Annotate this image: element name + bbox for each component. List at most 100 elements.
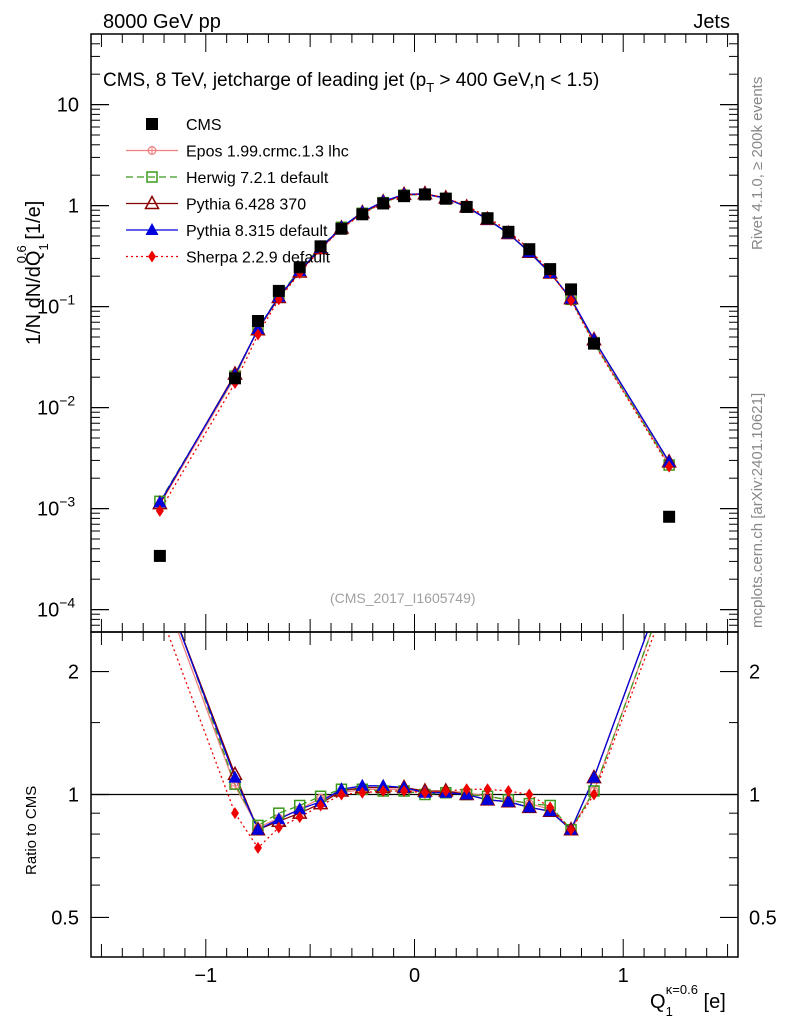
legend-marker-epos-1-99-crmc-1-3-lhc-cross <box>148 146 156 155</box>
ratio-point-pythia-8-315-default-1 <box>228 770 242 783</box>
legend-marker-herwig-7-2-1-default <box>146 171 158 183</box>
ratio-point-sherpa-2-2-9-default-14 <box>504 784 513 797</box>
ratio-point-pythia-8-315-default-3 <box>272 812 286 825</box>
ratio-point-pythia-8-315-default-14 <box>501 794 515 807</box>
main-ytick-label-3: 10−1 <box>37 292 75 319</box>
ratio-point-sherpa-2-2-9-default-18 <box>589 788 598 801</box>
main-point-sherpa-2-2-9-default-2 <box>253 328 262 341</box>
main-axis-ticks: 10−4 10−3 10−2 10−1 1 10 <box>37 34 738 632</box>
ratio-xtick-label-1: 0 <box>409 965 420 987</box>
ratio-point-sherpa-2-2-9-default-10 <box>420 786 429 799</box>
main-point-pythia-8-315-default-0 <box>153 495 167 508</box>
main-point-pythia-8-315-default-2 <box>251 322 265 335</box>
ratio-point-sherpa-2-2-9-default-8 <box>379 784 388 797</box>
ratio-ytick-label-right-2: 2 <box>749 662 760 684</box>
legend-marker-cms <box>146 118 158 130</box>
main-point-cms-17 <box>565 283 578 296</box>
legend-label-cms: CMS <box>186 117 222 134</box>
legend-marker-sherpa-2-2-9-default <box>148 250 156 263</box>
main-markers <box>152 185 677 562</box>
legend-label-pythia-6-428-370: Pythia 6.428 370 <box>186 197 306 214</box>
main-point-cms-8 <box>377 197 390 210</box>
main-point-cms-12 <box>460 200 473 213</box>
legend-label-herwig-7-2-1-default: Herwig 7.2.1 default <box>186 170 329 187</box>
ratio-point-sherpa-2-2-9-default-2 <box>253 841 262 854</box>
ratio-point-sherpa-2-2-9-default-16 <box>546 801 555 814</box>
ratio-frame <box>90 631 739 958</box>
ratio-point-pythia-8-315-default-8 <box>376 778 390 791</box>
analysis-watermark: (CMS_2017_I1605749) <box>330 590 476 606</box>
main-point-cms-15 <box>523 243 536 256</box>
legend-marker-pythia-8-315-default <box>145 223 159 235</box>
legend-label-epos-1-99-crmc-1-3-lhc: Epos 1.99.crmc.1.3 lhc <box>186 144 349 161</box>
ratio-point-sherpa-2-2-9-default-15 <box>525 788 534 801</box>
main-ylabel: 1/N dN/dQ10.6 [1/e] <box>14 201 51 345</box>
main-point-cms-10 <box>418 188 431 201</box>
main-point-sherpa-2-2-9-default-19 <box>665 460 674 473</box>
main-point-sherpa-2-2-9-default-17 <box>567 294 576 307</box>
ratio-point-sherpa-2-2-9-default-11 <box>441 784 450 797</box>
main-point-cms-9 <box>398 190 411 203</box>
ratio-point-pythia-8-315-default-15 <box>522 800 536 813</box>
ratio-point-pythia-8-315-default-2 <box>251 822 265 835</box>
ratio-point-sherpa-2-2-9-default-17 <box>567 823 576 836</box>
ratio-point-pythia-8-315-default-13 <box>481 792 495 805</box>
legend-marker-epos-1-99-crmc-1-3-lhc <box>147 146 157 155</box>
main-ytick-label-4: 1 <box>68 196 79 218</box>
legend-marker-pythia-6-428-370 <box>144 194 160 210</box>
ratio-ytick-label-left-0: 0.5 <box>51 907 79 929</box>
main-point-cms-18 <box>587 337 600 350</box>
ratio-point-sherpa-2-2-9-default-1 <box>231 807 240 820</box>
ratio-curves <box>166 632 656 854</box>
legend-label-sherpa-2-2-9-default: Sherpa 2.2.9 default <box>186 250 331 267</box>
ratio-ylabel: Ratio to CMS <box>23 786 40 875</box>
ratio-xtick-label-2: 1 <box>618 965 629 987</box>
legend: CMS Epos 1.99.crmc.1.3 lhc Herwig 7.2.1 de… <box>126 117 349 267</box>
main-point-cms-4 <box>293 261 306 274</box>
main-point-cms-14 <box>502 225 515 238</box>
ratio-point-sherpa-2-2-9-default-9 <box>400 784 409 797</box>
main-point-cms-3 <box>272 284 285 297</box>
main-point-cms-13 <box>481 212 494 225</box>
main-ytick-label-1: 10−3 <box>37 494 75 521</box>
main-point-sherpa-2-2-9-default-0 <box>155 504 164 517</box>
ratio-point-sherpa-2-2-9-default-7 <box>358 786 367 799</box>
x-axis-label: Q1κ=0.6 [e] <box>650 982 726 1019</box>
ratio-point-pythia-8-315-default-4 <box>293 802 307 815</box>
main-point-cms-16 <box>544 263 557 276</box>
ratio-point-sherpa-2-2-9-default-3 <box>274 821 283 834</box>
ratio-ytick-label-left-2: 2 <box>68 662 79 684</box>
ratio-line-sherpa-2-2-9-default <box>166 632 656 849</box>
header-right: Jets <box>693 11 730 33</box>
main-point-cms-6 <box>335 222 348 235</box>
ratio-point-sherpa-2-2-9-default-4 <box>295 811 304 824</box>
main-curves <box>159 193 670 512</box>
ratio-line-herwig-7-2-1-default <box>180 632 653 831</box>
main-ytick-label-0: 10−4 <box>37 595 75 622</box>
main-point-cms-11 <box>439 192 452 205</box>
main-point-cms-5 <box>314 240 327 253</box>
ratio-xtick-label-0: −1 <box>194 965 217 987</box>
ratio-point-sherpa-2-2-9-default-6 <box>337 788 346 801</box>
ratio-point-pythia-8-315-default-6 <box>334 782 348 795</box>
ratio-point-pythia-8-315-default-7 <box>355 778 369 791</box>
ratio-panel: 0.5 0.5 1 1 2 2 −1 0 1 <box>51 631 777 987</box>
main-line-sherpa-2-2-9-default <box>159 193 670 512</box>
main-point-cms-19 <box>663 510 676 523</box>
ratio-axis-ticks: 0.5 0.5 1 1 2 2 −1 0 1 <box>51 632 777 987</box>
ratio-ytick-label-right-1: 1 <box>749 785 760 807</box>
legend-label-pythia-8-315-default: Pythia 8.315 default <box>186 223 328 240</box>
ratio-point-sherpa-2-2-9-default-13 <box>483 783 492 796</box>
rivet-label: Rivet 4.1.0, ≥ 200k events <box>749 77 766 250</box>
main-point-cms-1 <box>229 372 242 385</box>
main-ytick-label-5: 10 <box>57 95 79 117</box>
ratio-point-pythia-8-315-default-18 <box>587 770 601 783</box>
ratio-point-sherpa-2-2-9-default-12 <box>462 783 471 796</box>
main-point-cms-7 <box>356 208 369 221</box>
ratio-point-sherpa-2-2-9-default-5 <box>316 799 325 812</box>
mcplots-label: mcplots.cern.ch [arXiv:2401.10621] <box>749 393 766 628</box>
main-point-cms-0 <box>153 549 166 562</box>
main-ytick-label-2: 10−2 <box>37 393 75 420</box>
